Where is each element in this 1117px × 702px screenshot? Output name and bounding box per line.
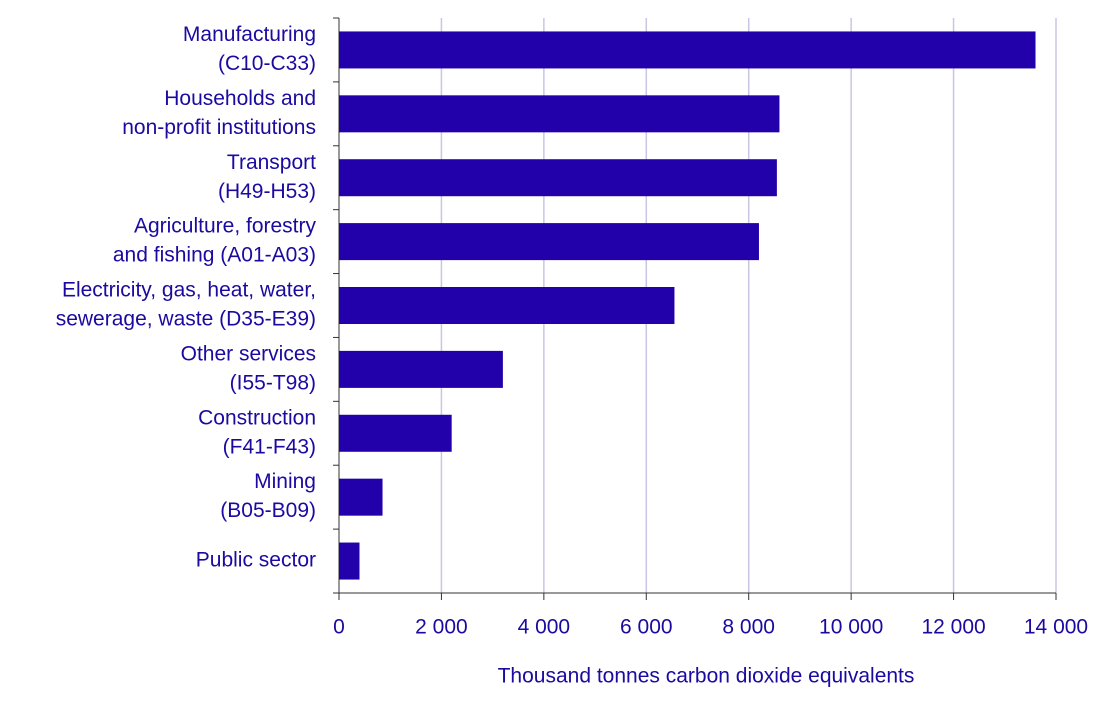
bar <box>339 95 780 133</box>
y-tick-label: (F41-F43) <box>223 435 316 458</box>
y-tick-label: (I55-T98) <box>230 371 316 394</box>
y-tick-label: Transport <box>227 151 316 174</box>
x-tick-label: 0 <box>333 616 345 639</box>
y-tick-label: Agriculture, forestry <box>134 215 317 238</box>
y-tick-label: Construction <box>198 406 316 429</box>
y-tick-label: non-profit institutions <box>122 116 316 139</box>
x-tick-label: 12 000 <box>921 616 985 639</box>
y-tick-label: Electricity, gas, heat, water, <box>62 279 316 302</box>
bar <box>339 223 759 261</box>
x-tick-label: 2 000 <box>415 616 468 639</box>
bar <box>339 287 675 324</box>
y-tick-label: (B05-B09) <box>220 499 316 522</box>
bar <box>339 542 360 580</box>
bar <box>339 159 777 197</box>
y-tick-label: sewerage, waste (D35-E39) <box>56 308 316 331</box>
x-tick-label: 8 000 <box>722 616 775 639</box>
x-tick-label: 6 000 <box>620 616 673 639</box>
y-tick-label: Public sector <box>196 549 316 572</box>
y-tick-label: Manufacturing <box>183 23 316 46</box>
y-tick-label: (H49-H53) <box>218 180 316 203</box>
x-axis-title: Thousand tonnes carbon dioxide equivalen… <box>498 665 915 688</box>
y-tick-label: Households and <box>164 87 316 110</box>
bar <box>339 350 503 388</box>
y-tick-label: Other services <box>181 342 316 365</box>
y-tick-label: Mining <box>254 470 316 493</box>
y-tick-label: and fishing (A01-A03) <box>113 244 316 267</box>
y-tick-label: (C10-C33) <box>218 52 316 75</box>
x-tick-label: 4 000 <box>518 616 571 639</box>
bar <box>339 414 452 452</box>
x-tick-label: 14 000 <box>1024 616 1088 639</box>
x-tick-label: 10 000 <box>819 616 883 639</box>
bar <box>339 31 1036 69</box>
bar <box>339 478 383 516</box>
